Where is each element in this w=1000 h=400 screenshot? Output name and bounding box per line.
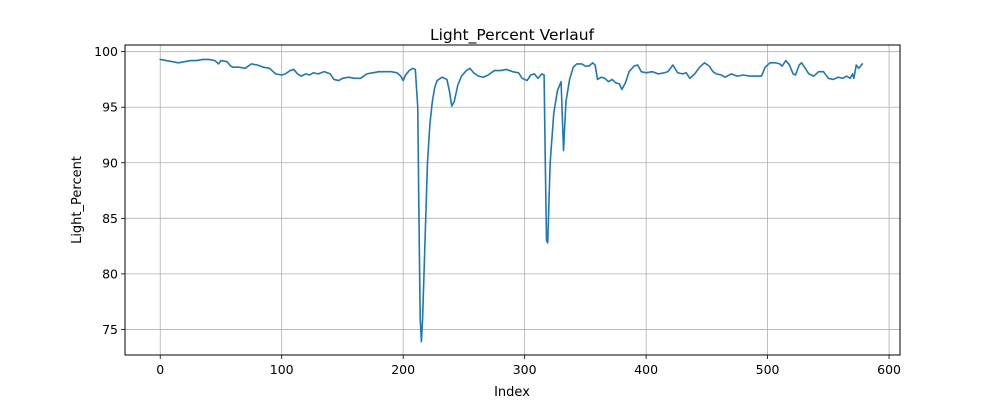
series-group	[159, 58, 864, 343]
y-axis-ticks: 75 80 85 90 95 100	[94, 44, 125, 337]
x-axis-ticks: 0 100 200 300 400 500 600	[156, 355, 901, 377]
x-tick-label: 300	[513, 362, 537, 377]
x-tick-label: 0	[156, 362, 164, 377]
series-line	[159, 58, 864, 343]
x-tick-label: 500	[756, 362, 780, 377]
y-tick-label: 75	[102, 322, 118, 337]
y-tick-label: 100	[94, 44, 118, 59]
x-axis-label: Index	[494, 385, 530, 400]
x-tick-label: 200	[391, 362, 415, 377]
grid-lines	[125, 45, 900, 355]
chart-title: Light_Percent Verlauf	[430, 26, 595, 45]
y-axis-label: Light_Percent	[70, 156, 85, 244]
x-tick-label: 400	[634, 362, 658, 377]
y-tick-label: 85	[102, 211, 118, 226]
y-tick-label: 95	[102, 100, 118, 115]
x-tick-label: 600	[877, 362, 901, 377]
plot-frame	[124, 44, 901, 356]
y-tick-label: 90	[102, 155, 118, 170]
y-tick-label: 80	[102, 266, 118, 281]
x-tick-label: 100	[270, 362, 294, 377]
